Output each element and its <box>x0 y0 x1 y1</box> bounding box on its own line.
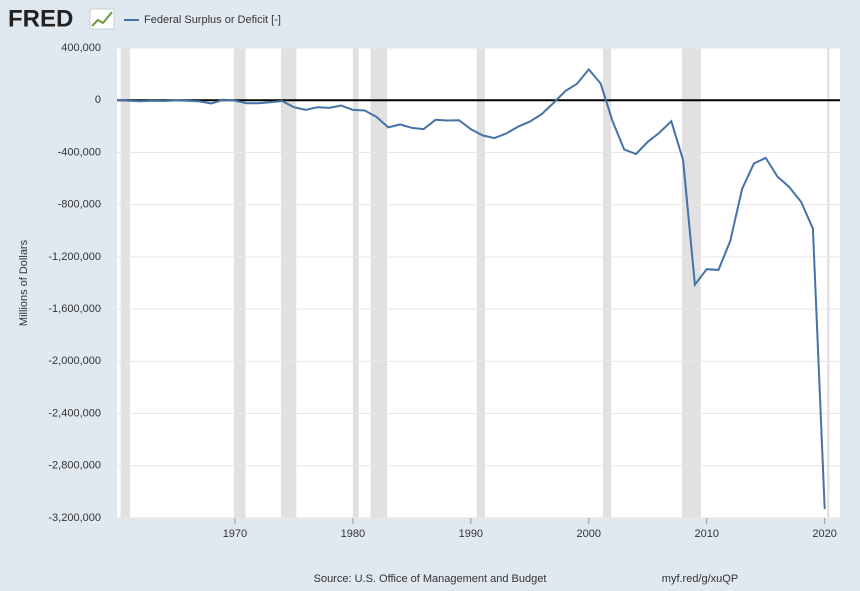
y-tick-label: -1,200,000 <box>48 251 101 263</box>
y-tick-label: -2,400,000 <box>48 407 101 419</box>
x-tick-label: 2000 <box>577 528 601 540</box>
recession-band <box>827 48 830 518</box>
y-tick-label: 0 <box>95 94 101 106</box>
recession-band <box>352 48 359 518</box>
y-tick-label: -2,800,000 <box>48 460 101 472</box>
data-line <box>116 67 826 510</box>
source: Source: U.S. Office of Management and Bu… <box>314 573 547 585</box>
recession-band <box>476 48 485 518</box>
recession-band <box>233 48 246 518</box>
link: myf.red/g/xuQP <box>662 573 738 585</box>
y-tick-label: -3,200,000 <box>48 512 101 524</box>
x-tick-label: 1970 <box>223 528 247 540</box>
brand-logo: FRED <box>8 5 73 32</box>
y-axis-label: Millions of Dollars <box>18 239 30 326</box>
recession-band <box>370 48 388 518</box>
logo-icon <box>89 8 115 30</box>
x-tick-label: 1990 <box>459 528 483 540</box>
y-tick-label: 400,000 <box>61 42 101 54</box>
recession-band <box>120 48 130 518</box>
recession-band <box>681 48 701 518</box>
x-tick-label: 2020 <box>812 528 836 540</box>
x-tick-label: 1980 <box>341 528 365 540</box>
recession-band <box>280 48 297 518</box>
x-tick-label: 2010 <box>694 528 718 540</box>
recession-band <box>602 48 612 518</box>
legend-label: Federal Surplus or Deficit [-] <box>144 14 281 26</box>
y-tick-label: -2,000,000 <box>48 355 101 367</box>
y-tick-label: -800,000 <box>58 199 101 211</box>
y-tick-label: -1,600,000 <box>48 303 101 315</box>
y-tick-label: -400,000 <box>58 146 101 158</box>
